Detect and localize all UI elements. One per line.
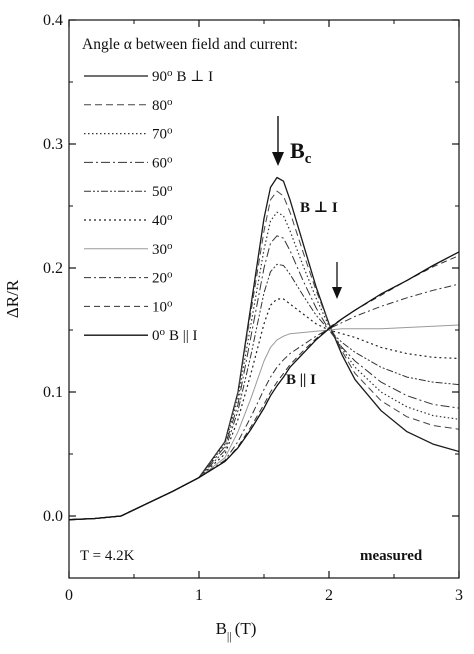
series-line-60 (69, 235, 459, 521)
series-line-0 (69, 251, 459, 521)
y-tick-label: 0.3 (43, 136, 63, 153)
legend-entry: 0o B || I (152, 326, 198, 344)
legend-entry: 60o (152, 153, 173, 171)
legend-entry: 20o (152, 269, 173, 287)
series-line-20 (69, 283, 459, 521)
series-layer (69, 176, 459, 521)
x-axis-label: B|| (T) (216, 619, 257, 643)
annotations: Bc B ⊥ I B || I T = 4.2K measured (80, 116, 423, 564)
y-tick-label: 0.0 (43, 508, 63, 525)
series-line-40 (69, 298, 459, 521)
legend-entry: 80o (152, 96, 173, 114)
series-line-50 (69, 263, 459, 521)
temperature-label: T = 4.2K (80, 548, 135, 564)
legend-entry: 10o (152, 297, 173, 315)
measured-label: measured (360, 548, 423, 564)
bc-label: Bc (290, 138, 312, 167)
legend-title: Angle α between field and current: (82, 36, 298, 53)
bc-arrow-head (272, 152, 284, 166)
y-tick-label: 0.2 (43, 260, 63, 277)
x-tick-label: 3 (455, 587, 463, 604)
legend-entry: 30o (152, 240, 173, 258)
y-axis-label: ΔR/R (3, 279, 22, 318)
x-tick-label: 2 (325, 587, 333, 604)
legend-entry: 40o (152, 211, 173, 229)
b-par-label: B || I (286, 372, 316, 388)
crossing-arrow-head (332, 287, 342, 299)
legend-entry: 50o (152, 182, 173, 200)
ticks-layer: 0 1 2 3 0.0 0.1 0.2 0.3 0.4 (43, 12, 463, 604)
series-line-80 (69, 190, 459, 521)
series-line-70 (69, 211, 459, 521)
legend-entry: 70o (152, 125, 173, 143)
x-tick-label: 1 (195, 587, 203, 604)
x-tick-label: 0 (65, 587, 73, 604)
legend-entry: 90o B ⊥ I (152, 67, 213, 85)
axis-labels: B|| (T) ΔR/R (3, 279, 256, 643)
b-perp-label: B ⊥ I (300, 200, 338, 216)
y-tick-label: 0.1 (43, 384, 63, 401)
plot-frame (68, 19, 460, 579)
series-line-30 (69, 324, 459, 521)
y-tick-label: 0.4 (43, 12, 63, 29)
legend: Angle α between field and current: 90o B ⊥… (82, 36, 298, 344)
